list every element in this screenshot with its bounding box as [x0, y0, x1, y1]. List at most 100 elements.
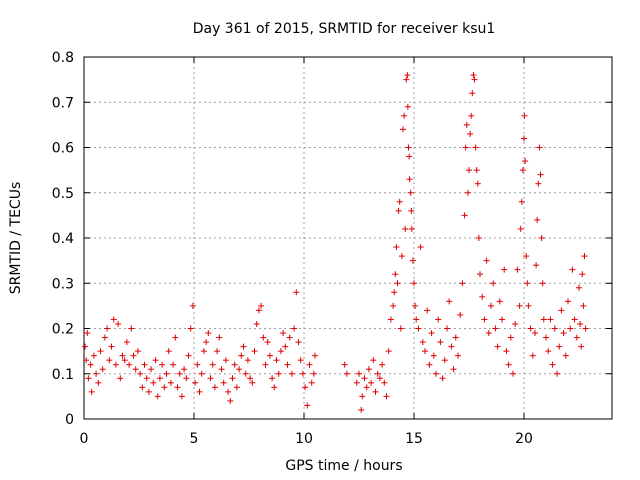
data-point [463, 121, 470, 128]
data-point [104, 325, 111, 332]
data-point [356, 370, 362, 377]
data-point [156, 375, 163, 382]
data-point [83, 357, 90, 364]
data-point [341, 361, 348, 368]
data-point [398, 253, 405, 260]
data-point [238, 352, 245, 359]
data-point [87, 361, 94, 368]
data-point [521, 135, 527, 142]
data-point [567, 325, 574, 332]
data-point [415, 325, 422, 332]
y-axis: 0 0.1 0.2 0.3 0.4 0.5 0.6 0.7 0.8 [52, 50, 612, 428]
data-point [253, 320, 260, 327]
data-point [450, 366, 457, 373]
data-point [475, 235, 482, 241]
data-point [271, 384, 278, 391]
data-point [490, 280, 497, 287]
data-point [154, 393, 161, 400]
data-point [211, 384, 218, 391]
data-point [468, 112, 475, 119]
data-point [485, 330, 492, 337]
data-point [242, 370, 249, 377]
data-point [130, 352, 137, 359]
data-point [503, 348, 510, 355]
data-point [576, 284, 582, 291]
data-point [433, 370, 439, 377]
data-point [152, 357, 159, 364]
data-point [227, 397, 234, 404]
data-point [579, 271, 586, 278]
data-point [148, 366, 155, 373]
data-point [507, 334, 514, 341]
data-point [99, 366, 106, 373]
data-point [379, 361, 386, 368]
data-point [277, 348, 284, 355]
data-point [581, 253, 588, 260]
data-point [132, 366, 139, 373]
data-point [556, 343, 563, 350]
data-point [304, 402, 311, 409]
data-point [390, 302, 397, 309]
data-point [275, 370, 282, 377]
data-point [247, 375, 254, 382]
data-point [406, 176, 413, 183]
data-point [467, 130, 474, 137]
y-tick-label: 0.3 [52, 276, 74, 292]
data-point [492, 325, 499, 332]
y-tick-label: 0.4 [52, 231, 74, 247]
y-tick-label: 0.8 [52, 50, 74, 66]
data-point [554, 370, 560, 377]
data-point [286, 334, 293, 341]
data-point [88, 388, 95, 395]
data-point [308, 379, 315, 386]
data-point [203, 339, 210, 346]
data-point [255, 307, 262, 314]
data-point [402, 225, 409, 232]
chart-title: Day 361 of 2015, SRMTID for receiver ksu… [193, 21, 496, 37]
y-tick-label: 0.7 [52, 95, 74, 111]
data-point [408, 207, 415, 214]
data-point [392, 271, 399, 278]
data-point [222, 357, 229, 364]
data-point [452, 334, 459, 341]
data-point [167, 379, 174, 386]
data-point [145, 388, 152, 395]
data-point [395, 207, 402, 214]
data-point [413, 316, 420, 323]
data-point [518, 198, 525, 205]
data-point [578, 343, 585, 350]
data-points [82, 72, 589, 413]
data-point [176, 370, 183, 377]
data-point [192, 379, 199, 386]
y-axis-label: SRMTID / TECUs [8, 182, 24, 295]
data-point [143, 375, 150, 382]
data-point [95, 379, 102, 386]
data-point [391, 289, 398, 296]
data-point [97, 348, 104, 355]
data-point [85, 375, 92, 382]
data-point [172, 334, 179, 341]
data-point [363, 384, 370, 391]
data-point [119, 352, 126, 359]
data-point [565, 298, 571, 305]
data-point [108, 343, 115, 350]
data-point [353, 379, 360, 386]
data-point [189, 302, 196, 309]
data-point [519, 167, 526, 174]
data-point [496, 298, 503, 305]
data-point [551, 325, 558, 332]
data-point [343, 370, 350, 377]
data-point [284, 361, 291, 368]
data-point [110, 316, 117, 323]
data-point [405, 144, 412, 151]
data-point [381, 379, 388, 386]
data-point [174, 384, 181, 391]
y-tick-label: 0.5 [52, 186, 74, 202]
data-point [560, 330, 567, 337]
data-point [139, 384, 146, 391]
data-point [220, 379, 227, 386]
y-tick-label: 0 [65, 412, 74, 428]
data-point [231, 361, 238, 368]
data-point [266, 352, 273, 359]
data-point [161, 384, 168, 391]
